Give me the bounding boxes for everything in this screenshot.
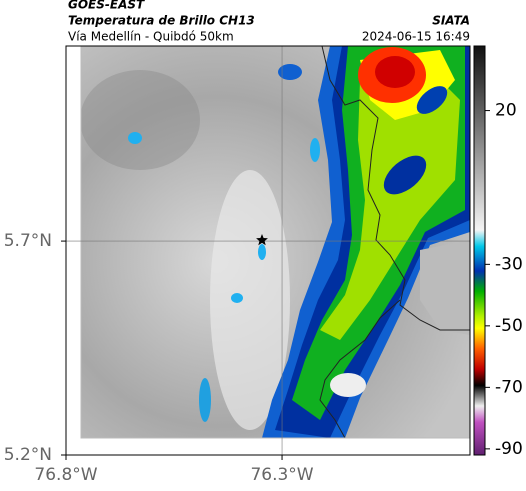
colorbar [473, 45, 486, 456]
source: SIATA [432, 14, 470, 28]
satellite-image [81, 46, 470, 438]
y-tick-label: 5.7°N [4, 231, 52, 251]
location-marker [256, 234, 268, 246]
x-tick-label: 76.3°W [250, 465, 313, 485]
datetime: 2024-06-15 16:49 [362, 30, 470, 44]
x-tick-label: 76.8°W [34, 465, 97, 485]
title: GOES-EAST [68, 0, 145, 12]
subtitle: Temperatura de Brillo CH13 [68, 14, 255, 28]
colorbar-tick-label: -70 [495, 377, 523, 397]
colorbar-tick-label: -50 [495, 316, 523, 336]
coastline [319, 45, 470, 439]
colorbar-tick-label: -90 [495, 439, 523, 459]
route: Vía Medellín - Quibdó 50km [68, 30, 234, 44]
colorbar-tick-label: 20 [495, 101, 517, 121]
y-tick-label: 5.2°N [4, 445, 52, 465]
header: GOES-EAST Temperatura de Brillo CH13 Vía… [68, 0, 470, 44]
map-frame [65, 45, 471, 456]
graticule [66, 46, 470, 455]
colorbar-tick-label: -30 [495, 254, 523, 274]
